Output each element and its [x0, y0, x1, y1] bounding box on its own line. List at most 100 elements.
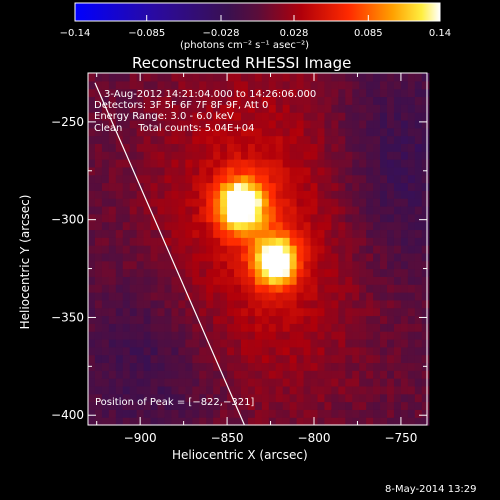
- heatmap-cell: [317, 417, 326, 426]
- heatmap-cell: [324, 221, 332, 231]
- heatmap-cell: [296, 112, 305, 121]
- heatmap-cell: [164, 166, 173, 176]
- heatmap-cell: [310, 284, 319, 293]
- heatmap-cell: [310, 127, 319, 137]
- heatmap-cell: [192, 174, 200, 184]
- heatmap-cell: [199, 354, 207, 364]
- heatmap-cell: [296, 252, 305, 262]
- heatmap-cell: [220, 315, 228, 324]
- heatmap-cell: [366, 104, 374, 113]
- heatmap-cell: [227, 409, 235, 418]
- heatmap-cell: [199, 252, 207, 262]
- heatmap-cell: [275, 104, 284, 113]
- heatmap-cell: [338, 354, 346, 364]
- heatmap-cell: [387, 166, 395, 176]
- heatmap-cell: [206, 198, 214, 207]
- heatmap-cell: [275, 112, 284, 121]
- heatmap-cell: [268, 409, 277, 418]
- heatmap-cell: [101, 237, 110, 246]
- heatmap-cell: [310, 96, 319, 105]
- heatmap-cell: [164, 284, 173, 293]
- heatmap-cell: [192, 354, 200, 364]
- heatmap-cell: [213, 268, 221, 277]
- heatmap-cell: [282, 73, 291, 82]
- heatmap-cell: [359, 88, 367, 98]
- heatmap-cell: [171, 151, 179, 160]
- heatmap-cell: [414, 307, 423, 317]
- heatmap-cell: [317, 174, 326, 184]
- heatmap-cell: [247, 323, 256, 332]
- heatmap-cell: [171, 284, 179, 293]
- heatmap-cell: [324, 119, 332, 129]
- heatmap-cell: [143, 96, 152, 105]
- heatmap-cell: [414, 182, 423, 191]
- heatmap-cell: [331, 370, 339, 379]
- heatmap-cell: [289, 299, 298, 309]
- heatmap-cell: [387, 354, 395, 364]
- heatmap-cell: [178, 73, 186, 82]
- heatmap-cell: [254, 338, 263, 348]
- method-counts-label: Clean Total counts: 5.04E+04: [94, 123, 255, 134]
- heatmap-cell: [129, 221, 138, 231]
- heatmap-cell: [366, 378, 374, 387]
- heatmap-cell: [122, 119, 131, 129]
- heatmap-cell: [359, 260, 367, 270]
- heatmap-cell: [380, 96, 388, 105]
- heatmap-cell: [387, 190, 395, 199]
- heatmap-cell: [366, 370, 374, 379]
- heatmap-cell: [143, 260, 152, 270]
- heatmap-cell: [185, 385, 193, 395]
- heatmap-cell: [387, 315, 395, 324]
- heatmap-cell: [268, 378, 277, 387]
- heatmap-cell: [275, 354, 284, 364]
- heatmap-cell: [199, 182, 207, 191]
- heatmap-cell: [387, 299, 395, 309]
- heatmap-cell: [220, 307, 228, 317]
- heatmap-cell: [234, 73, 242, 82]
- heatmap-cell: [254, 182, 263, 191]
- heatmap-cell: [247, 182, 256, 191]
- heatmap-cell: [164, 354, 173, 364]
- heatmap-cell: [268, 268, 277, 277]
- heatmap-cell: [352, 331, 360, 340]
- heatmap-cell: [178, 237, 186, 246]
- heatmap-cell: [227, 229, 235, 238]
- heatmap-cell: [331, 338, 339, 348]
- heatmap-cell: [129, 119, 138, 129]
- heatmap-cell: [199, 190, 207, 199]
- heatmap-cell: [143, 354, 152, 364]
- heatmap-cell: [143, 331, 152, 340]
- heatmap-cell: [192, 237, 200, 246]
- heatmap-cell: [400, 307, 409, 317]
- heatmap-cell: [400, 96, 409, 105]
- heatmap-cell: [115, 80, 124, 90]
- heatmap-cell: [359, 315, 367, 324]
- heatmap-cell: [359, 331, 367, 340]
- heatmap-cell: [240, 96, 249, 105]
- heatmap-cell: [129, 88, 138, 98]
- heatmap-cell: [108, 307, 117, 317]
- heatmap-cell: [414, 80, 423, 90]
- heatmap-cell: [310, 346, 319, 356]
- heatmap-cell: [331, 276, 339, 285]
- heatmap-cell: [164, 307, 173, 317]
- heatmap-cell: [393, 143, 402, 152]
- colorbar-tick-label: −0.14: [60, 28, 91, 39]
- heatmap-cell: [282, 315, 291, 324]
- heatmap-cell: [101, 135, 110, 144]
- heatmap-cell: [373, 143, 381, 152]
- heatmap-cell: [101, 245, 110, 254]
- heatmap-cell: [310, 252, 319, 262]
- colorbar-tick-label: 0.085: [354, 28, 383, 39]
- heatmap-cell: [380, 174, 388, 184]
- heatmap-cell: [407, 221, 416, 231]
- heatmap-cell: [373, 346, 381, 356]
- heatmap-cell: [296, 323, 305, 332]
- heatmap-cell: [387, 385, 395, 395]
- heatmap-cell: [247, 362, 256, 371]
- heatmap-cell: [331, 346, 339, 356]
- heatmap-cell: [317, 409, 326, 418]
- heatmap-cell: [373, 354, 381, 364]
- heatmap-cell: [101, 112, 110, 121]
- heatmap-cell: [164, 182, 173, 191]
